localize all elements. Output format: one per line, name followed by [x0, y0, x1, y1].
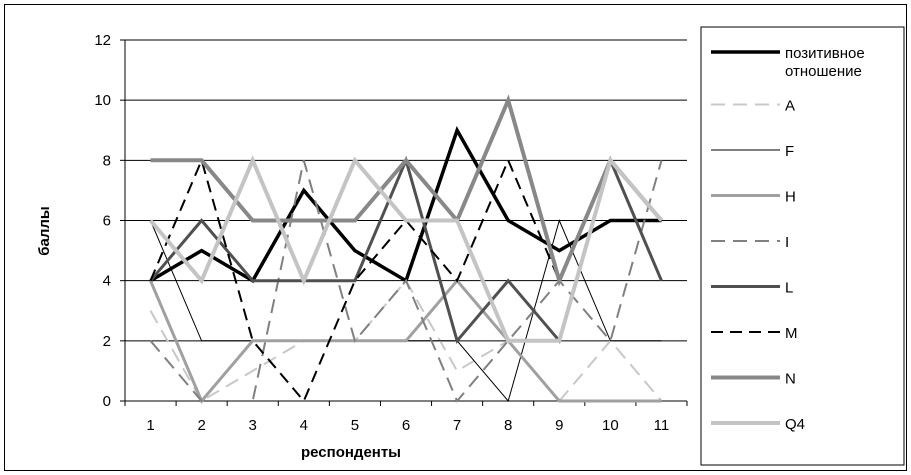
- y-tick-label: 2: [103, 333, 111, 350]
- y-tick-label: 6: [103, 213, 111, 230]
- x-tick-label: 11: [654, 417, 670, 434]
- x-tick-label: 7: [453, 417, 461, 434]
- series-lines: [148, 94, 664, 404]
- y-tick-label: 10: [94, 92, 111, 109]
- x-tick-label: 2: [197, 417, 205, 434]
- x-tick-label: 5: [351, 417, 359, 434]
- x-tick-label: 4: [300, 417, 308, 434]
- x-tick-label: 6: [402, 417, 410, 434]
- legend-label: Q4: [785, 416, 805, 433]
- y-tick-label: 8: [103, 152, 111, 169]
- legend-label: позитивное: [785, 45, 865, 62]
- chart-frame: 0 2 4 6 8 10 12 1 2 3 4 5 6 7 8 9 10 11 респонденты балл…: [4, 4, 907, 471]
- y-tick-labels: 0 2 4 6 8 10 12: [94, 32, 111, 410]
- legend-label: H: [785, 189, 796, 206]
- x-tick-label: 9: [555, 417, 563, 434]
- x-tick-label: 3: [249, 417, 257, 434]
- series-line-i: [149, 160, 663, 403]
- x-axis-title: респонденты: [301, 444, 401, 461]
- series-line-q4: [148, 155, 664, 343]
- legend-label: F: [785, 143, 794, 160]
- x-tick-label: 8: [504, 417, 512, 434]
- x-tick-label: 1: [146, 417, 154, 434]
- y-tick-label: 12: [94, 32, 111, 49]
- legend-label: I: [785, 234, 789, 251]
- legend-label: N: [785, 371, 796, 388]
- y-axis-title: баллы: [36, 206, 53, 255]
- legend-label: A: [785, 98, 795, 115]
- x-tick-label: 10: [602, 417, 619, 434]
- legend-label: M: [785, 325, 798, 342]
- legend-label: L: [785, 280, 793, 297]
- legend-label: отношение: [785, 63, 862, 80]
- y-tick-label: 4: [103, 273, 111, 290]
- x-tick-labels: 1 2 3 4 5 6 7 8 9 10 11: [146, 417, 669, 434]
- y-tick-label: 0: [103, 393, 111, 410]
- series-line-h: [149, 278, 662, 404]
- legend-box: [700, 26, 905, 466]
- series-line-позитивное-отношение: [149, 126, 662, 284]
